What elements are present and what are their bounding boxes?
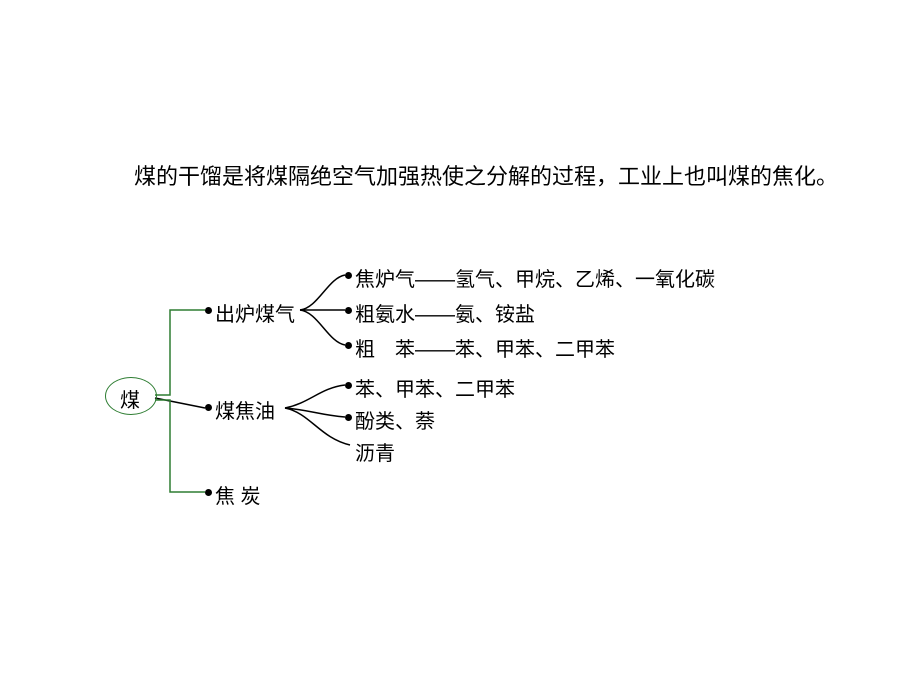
leaf-liqing: 沥青 [355,437,395,466]
leaf-dot [345,382,352,389]
node-jiaotan: 焦 炭 [215,480,261,509]
node-dot [205,307,212,314]
leaf-dot [345,272,352,279]
node-chulu: 出炉煤气 [215,298,295,327]
leaf-jiaoluqi: 焦炉气——氢气、甲烷、乙烯、一氧化碳 [355,263,715,292]
node-dot [205,489,212,496]
leaf-cuben: 粗 苯——苯、甲苯、二甲苯 [355,333,615,362]
leaf-fenlei: 酚类、萘 [355,405,435,434]
leaf-dot [345,414,352,421]
root-node-label: 煤 [120,384,140,413]
leaf-dot [345,307,352,314]
node-dot [205,404,212,411]
leaf-ben: 苯、甲苯、二甲苯 [355,373,515,402]
leaf-cuanshui: 粗氨水——氨、铵盐 [355,298,535,327]
node-meijiaoyou: 煤焦油 [215,395,275,424]
page-root: 煤的干馏是将煤隔绝空气加强热使之分解的过程，工业上也叫煤的焦化。 煤 出炉煤气 … [0,0,920,690]
leaf-dot [345,342,352,349]
